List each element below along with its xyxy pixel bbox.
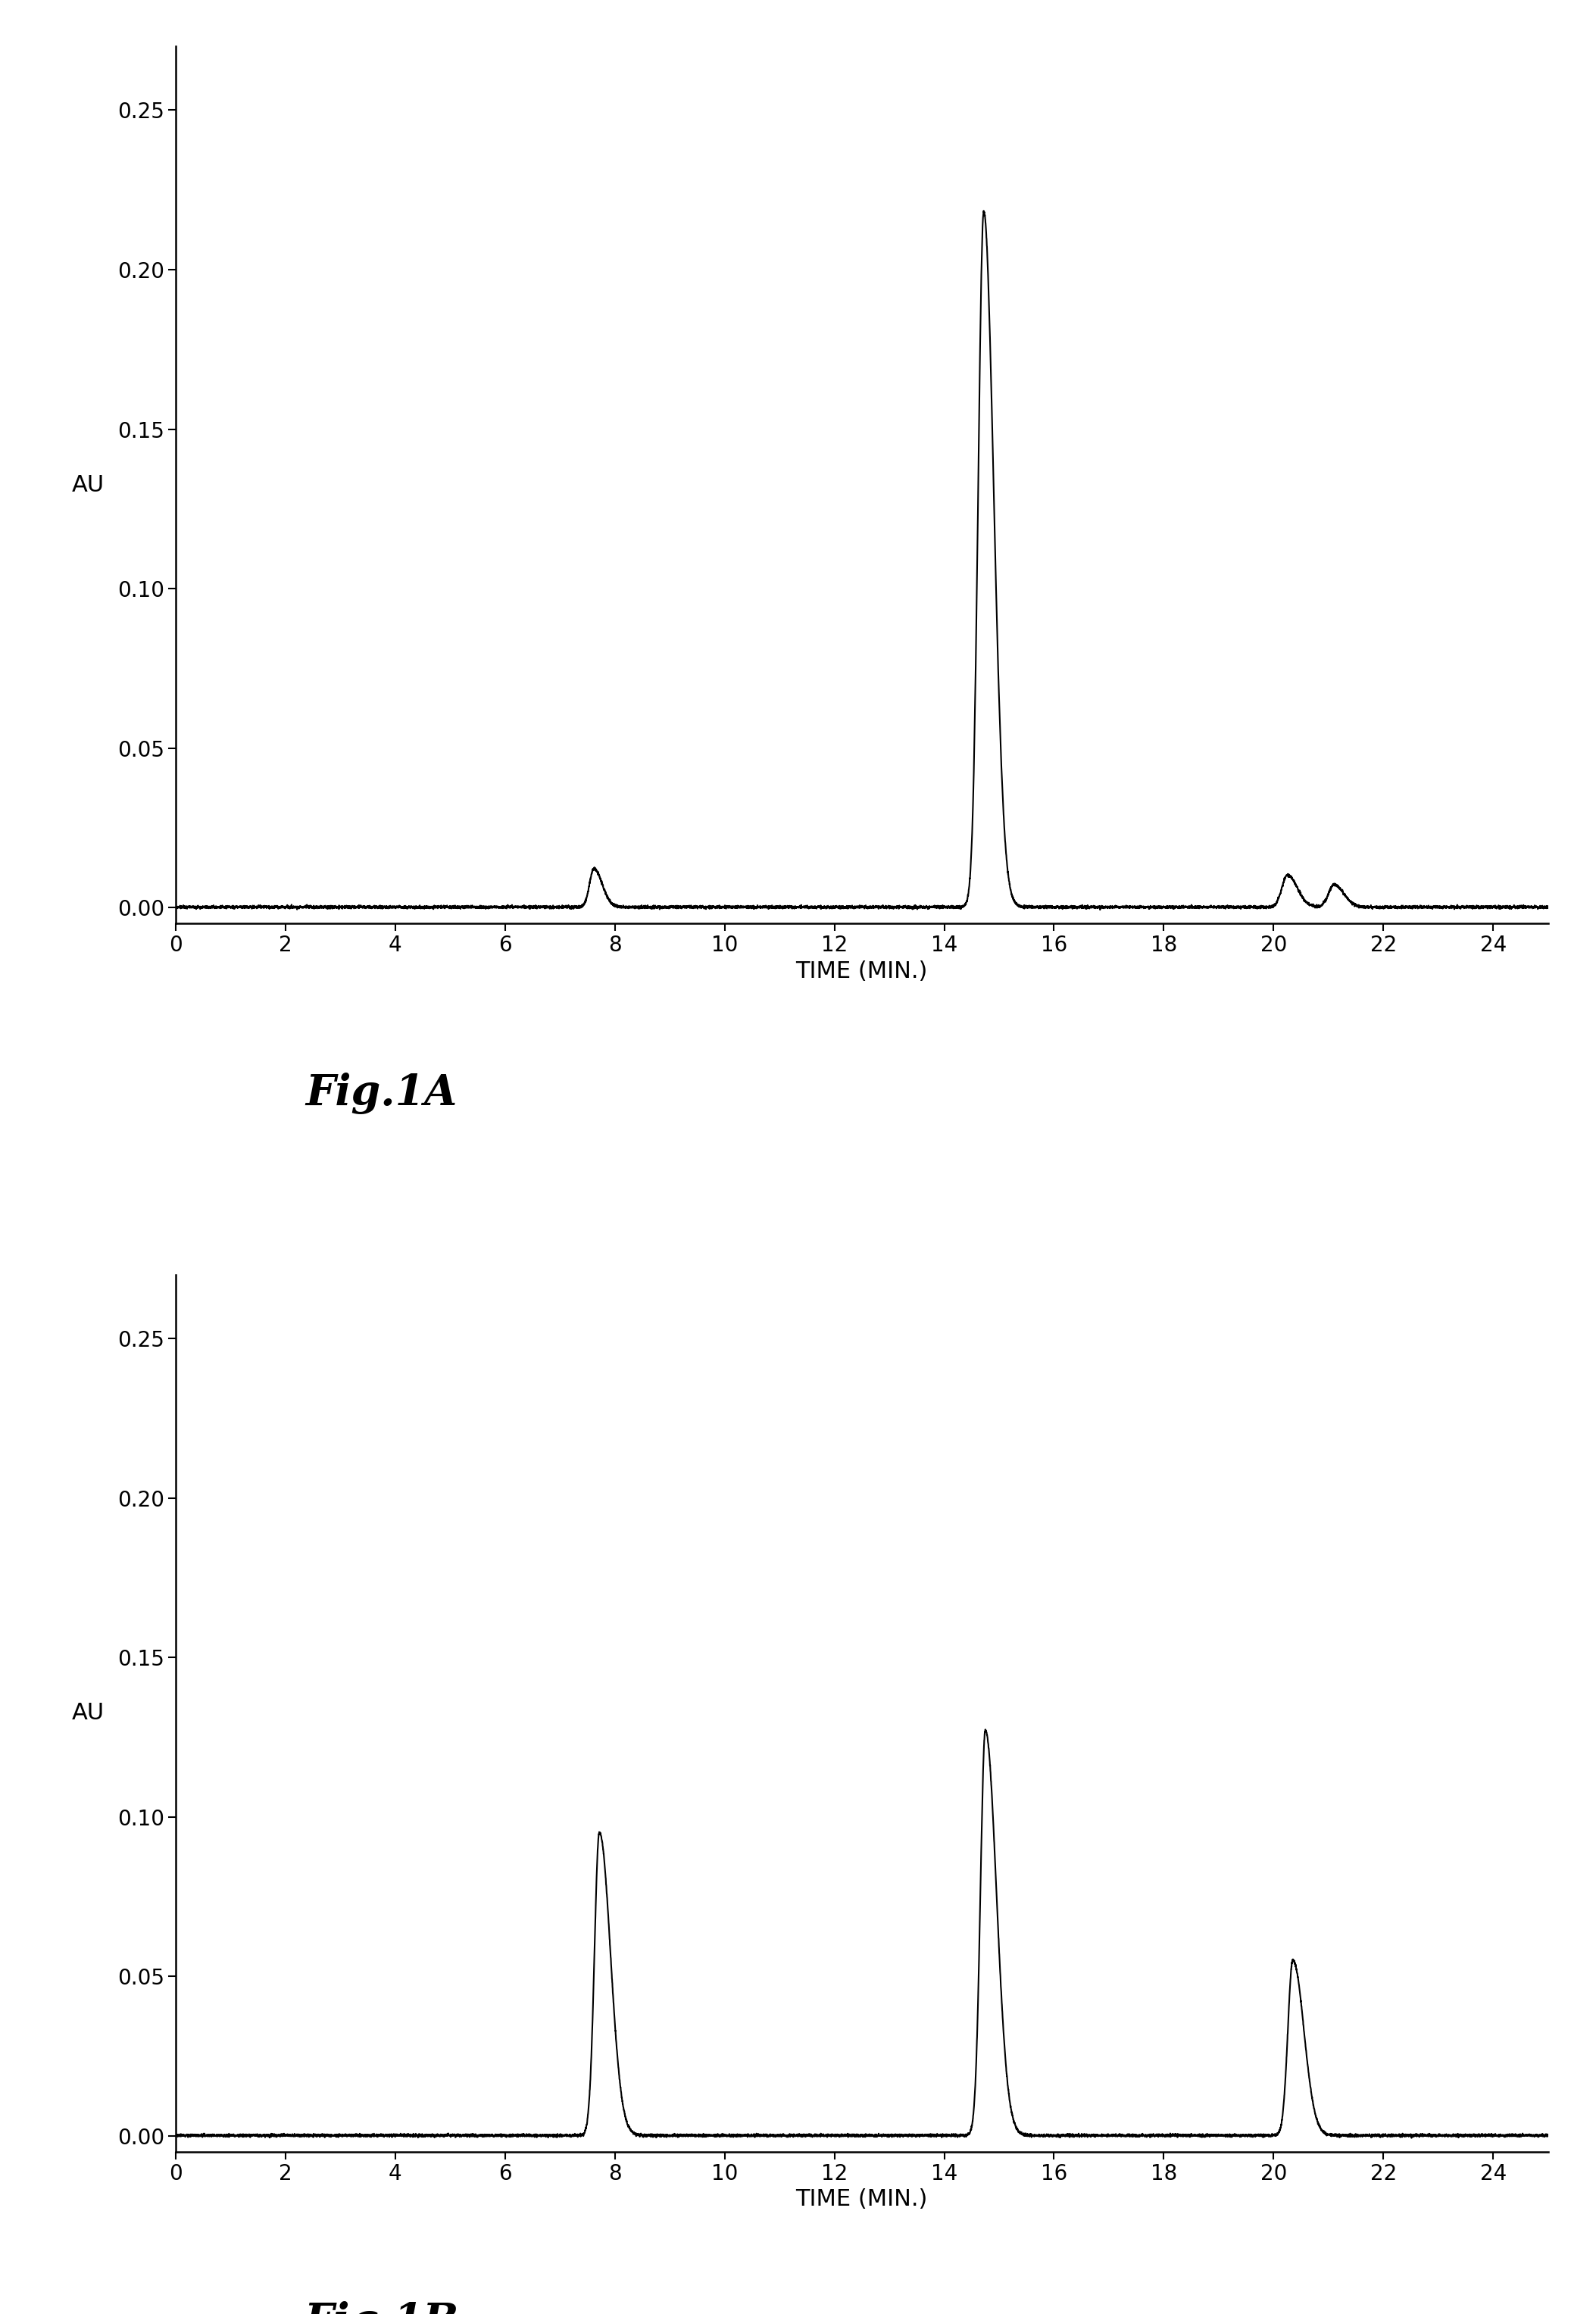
Text: Fig.1B: Fig.1B	[305, 2300, 458, 2314]
X-axis label: TIME (MIN.): TIME (MIN.)	[796, 2189, 927, 2210]
Y-axis label: AU: AU	[72, 474, 104, 495]
Y-axis label: AU: AU	[72, 1703, 104, 1724]
X-axis label: TIME (MIN.): TIME (MIN.)	[796, 960, 927, 981]
Text: Fig.1A: Fig.1A	[305, 1074, 458, 1115]
